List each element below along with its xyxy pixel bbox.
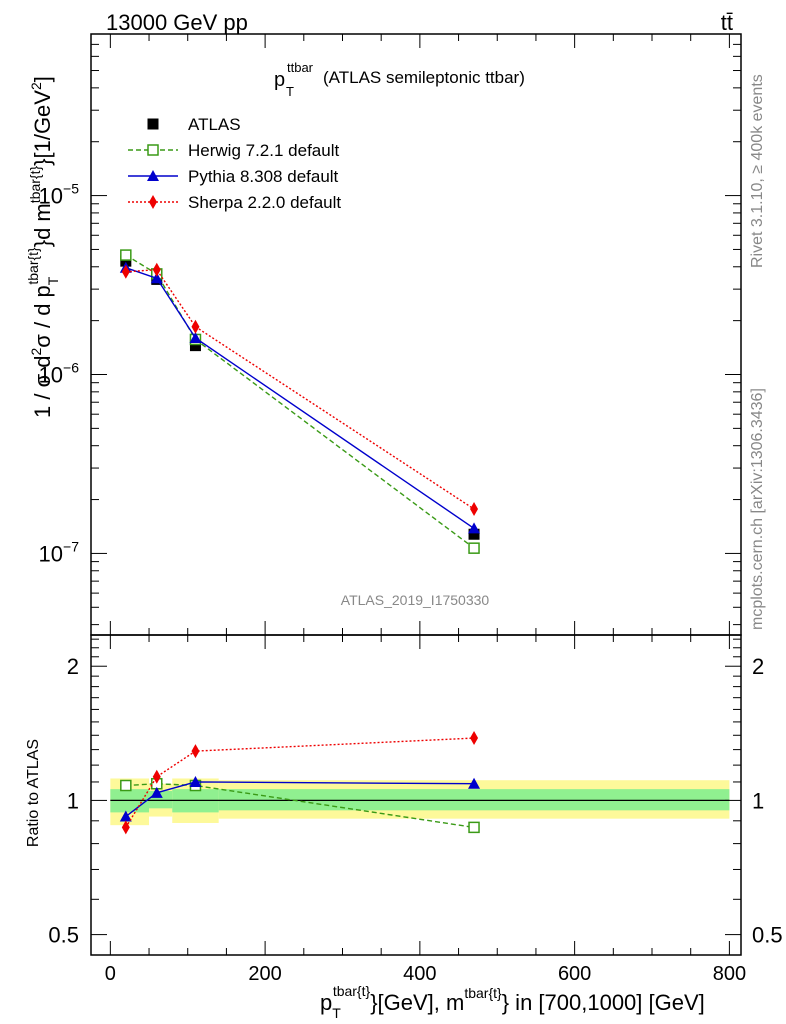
title-sub: T: [286, 84, 294, 99]
main-line-pythia: [125, 267, 475, 529]
xlabel-a: p: [320, 990, 332, 1015]
side-label-bottom: mcplots.cern.ch [arXiv:1306.3436]: [749, 388, 766, 630]
main-point-sherpa-2: [191, 319, 200, 334]
ylabel-c-sup: tbar{t}: [27, 166, 43, 204]
ylabel-e: ]: [30, 76, 55, 82]
ratio-point-pythia-3: [468, 777, 481, 789]
main-y-tick-base: 10: [39, 363, 63, 388]
main-point-atlas-3: [468, 528, 480, 540]
main-point-herwig-0: [120, 249, 132, 261]
ratio-y-tick-label-right-0.5: 0.5: [752, 923, 783, 948]
ratio-point-pythia-0: [119, 810, 132, 822]
main-point-herwig-3: [468, 542, 480, 554]
ratio-frame: [90, 634, 742, 956]
x-axis-label: pTtbar{t}}[GeV], mtbar{t}} in [700,1000]…: [320, 983, 705, 1021]
ratio-point-pythia-2: [189, 775, 202, 787]
ratio-point-sherpa-1: [152, 769, 161, 784]
legend-label-pythia: Pythia 8.308 default: [188, 167, 339, 186]
ylabel-b-sup: tbar{t}: [25, 247, 41, 285]
main-y-tick-label-2: 10−5: [39, 181, 80, 209]
svg-text:1 / σ d2σ / d pTtbar{t}}d mtba: 1 / σ d2σ / d pTtbar{t}}d mtbar{t}}[1/Ge…: [25, 76, 61, 418]
xlabel-a-sub: T: [332, 1005, 341, 1021]
main-point-pythia-3: [468, 522, 481, 534]
main-point-sherpa-0: [121, 264, 130, 279]
ratio-band-inner-3: [218, 789, 730, 811]
main-point-pythia-2: [189, 331, 202, 343]
ratio-point-sherpa-3: [470, 731, 479, 746]
ylabel-d-sup: 2: [28, 82, 44, 90]
main-y-tick-exp: −5: [63, 181, 79, 197]
ylabel-b-sub: T: [45, 276, 61, 285]
process-label: tt̄: [721, 10, 733, 35]
legend-label-atlas: ATLAS: [188, 115, 241, 134]
main-line-herwig: [125, 254, 475, 549]
xlabel-b: }[GeV], m: [370, 990, 464, 1015]
ylabel-a: 1 / σ d: [30, 356, 55, 419]
main-title: p T ttbar (ATLAS semileptonic ttbar): [274, 60, 525, 99]
x-tick-label-200: 200: [248, 963, 281, 985]
main-y-tick-base: 10: [39, 184, 63, 209]
x-tick-label-400: 400: [403, 963, 436, 985]
legend-label-sherpa: Sherpa 2.2.0 default: [188, 193, 341, 212]
ratio-point-sherpa-0: [121, 820, 130, 835]
ratio-y-tick-label-right-2: 2: [752, 654, 764, 679]
energy-label: 13000 GeV pp: [106, 10, 248, 35]
side-label-top: Rivet 3.1.10, ≥ 400k events: [749, 74, 766, 268]
ratio-y-label: Ratio to ATLAS: [25, 739, 42, 847]
ratio-line-herwig: [125, 783, 475, 829]
svg-text:pTtbar{t}}[GeV], mtbar{t}} in: pTtbar{t}}[GeV], mtbar{t}} in [700,1000]…: [320, 983, 705, 1021]
main-y-tick-label-1: 10−6: [39, 360, 80, 388]
title-rest: (ATLAS semileptonic ttbar): [323, 68, 525, 87]
main-y-tick-base: 10: [39, 541, 63, 566]
legend-marker-atlas: [147, 118, 159, 130]
ratio-point-sherpa-2: [191, 744, 200, 759]
main-y-tick-exp: −7: [63, 538, 79, 554]
main-point-atlas-0: [120, 255, 132, 267]
ylabel-c: }d m: [30, 203, 55, 247]
ratio-line-sherpa: [125, 737, 475, 828]
x-tick-label-800: 800: [713, 963, 746, 985]
xlabel-b-sup: tbar{t}: [464, 985, 502, 1001]
x-tick-label-0: 0: [105, 963, 116, 985]
legend-marker-pythia: [147, 170, 159, 181]
x-tick-label-600: 600: [558, 963, 591, 985]
ratio-y-tick-label-left-1: 1: [67, 788, 79, 813]
main-point-sherpa-3: [470, 502, 479, 517]
main-y-tick-exp: −6: [63, 360, 79, 376]
main-point-pythia-1: [150, 272, 163, 284]
xlabel-c: } in [700,1000] [GeV]: [502, 990, 705, 1015]
ylabel-b: σ / d p: [30, 285, 55, 348]
legend-label-herwig: Herwig 7.2.1 default: [188, 141, 339, 160]
ratio-point-pythia-1: [150, 786, 163, 798]
title-p: p: [274, 69, 285, 91]
legend-marker-herwig: [147, 144, 159, 156]
analysis-id: ATLAS_2019_I1750330: [341, 592, 490, 608]
main-line-sherpa: [125, 269, 475, 510]
ylabel-a-sup: 2: [28, 348, 44, 356]
ratio-y-tick-label-left-2: 2: [67, 654, 79, 679]
main-point-atlas-2: [189, 340, 201, 352]
main-point-sherpa-1: [152, 262, 161, 277]
xlabel-a-sup: tbar{t}: [333, 983, 371, 999]
ylabel-d: }[1/GeV: [30, 90, 55, 166]
ratio-band-inner-1: [149, 790, 173, 809]
ratio-point-herwig-0: [120, 779, 132, 792]
ratio-y-tick-label-left-0.5: 0.5: [48, 923, 79, 948]
main-y-tick-label-0: 10−7: [39, 538, 80, 566]
ratio-line-pythia: [125, 781, 475, 818]
ratio-point-herwig-3: [468, 821, 480, 834]
main-y-label: 1 / σ d2σ / d pTtbar{t}}d mtbar{t}}[1/Ge…: [25, 76, 61, 418]
ratio-y-tick-label-right-1: 1: [752, 788, 764, 813]
title-sup: ttbar: [287, 60, 314, 75]
legend-marker-sherpa: [149, 195, 157, 209]
